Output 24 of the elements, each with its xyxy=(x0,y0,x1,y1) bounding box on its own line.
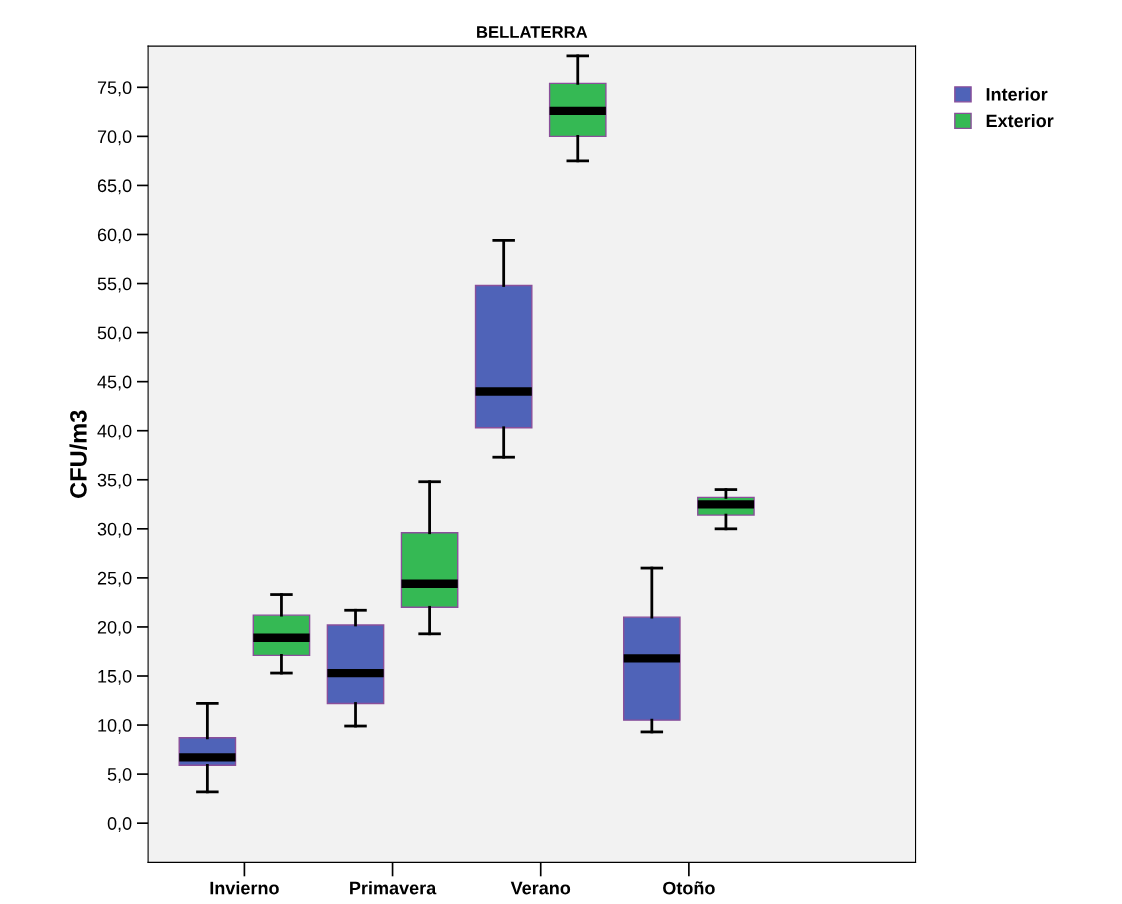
y-tick-label: 15,0 xyxy=(98,669,132,685)
y-tick-label: 30,0 xyxy=(97,522,132,538)
y-tick-label: 10,0 xyxy=(98,718,132,734)
y-tick-label: 5,0 xyxy=(107,768,132,783)
y-tick-label: 65,0 xyxy=(97,179,132,195)
y-tick-label: 25,0 xyxy=(97,571,132,587)
y-tick-label: 60,0 xyxy=(97,228,132,244)
chart-title: BELLATERRA xyxy=(477,26,588,38)
legend-label: Exterior xyxy=(986,113,1054,128)
y-tick-label: 75,0 xyxy=(97,81,132,97)
x-tick-label: Verano xyxy=(510,881,571,895)
y-tick-label: 35,0 xyxy=(97,473,132,489)
y-tick-label: 50,0 xyxy=(97,326,132,342)
x-tick-label: Primavera xyxy=(350,881,437,895)
y-axis-title: CFU/m3 xyxy=(69,410,88,498)
y-tick-label: 55,0 xyxy=(97,277,132,293)
y-tick-label: 40,0 xyxy=(97,424,132,440)
x-tick-label: Invierno xyxy=(210,881,279,895)
y-tick-label: 20,0 xyxy=(97,620,132,636)
x-tick-label: Otoño xyxy=(663,881,715,895)
legend-label: Interior xyxy=(986,87,1048,101)
y-tick-label: 45,0 xyxy=(97,375,132,391)
y-tick-label: 0,0 xyxy=(107,817,132,833)
y-tick-label: 70,0 xyxy=(97,130,132,146)
